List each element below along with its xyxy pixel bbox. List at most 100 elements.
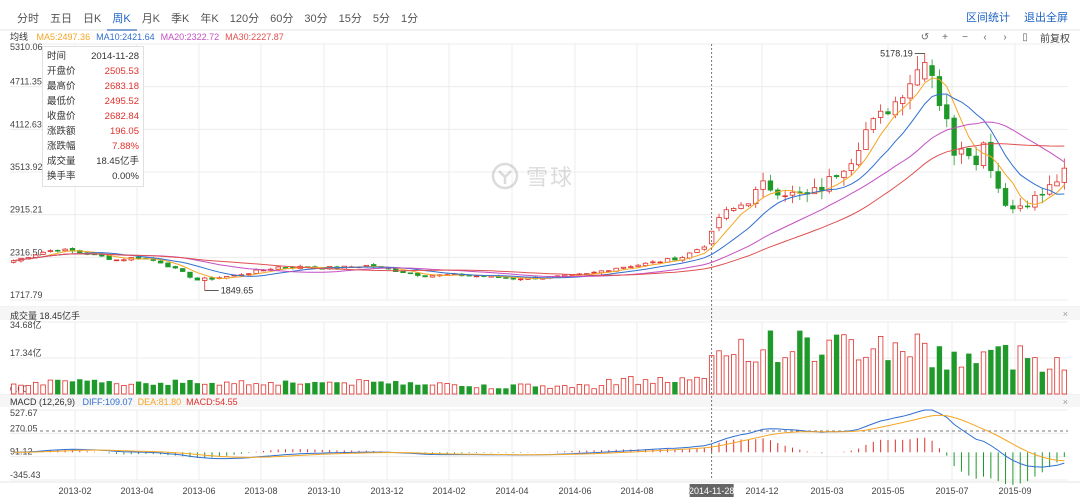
volume-bar [172, 379, 178, 395]
volume-bar [473, 387, 480, 395]
macd-dea-line [13, 414, 1065, 462]
tab-6[interactable]: 年K [200, 13, 219, 25]
macd-close-icon[interactable]: × [1062, 397, 1068, 407]
volume-bar [466, 386, 472, 395]
volume-bar [914, 333, 921, 395]
candle-body [33, 254, 39, 258]
candle-body [944, 104, 950, 120]
volume-bar [407, 382, 414, 395]
candle-body [40, 251, 46, 255]
volume-bar [260, 384, 267, 395]
tab-8[interactable]: 60分 [270, 13, 294, 25]
tab-9[interactable]: 30分 [304, 13, 328, 25]
volume-bar [312, 381, 318, 395]
tab-1[interactable]: 五日 [50, 13, 72, 25]
candle-body [760, 180, 766, 190]
info-key: 涨跌幅 [47, 141, 76, 152]
volume-bar [679, 377, 685, 395]
tab-11[interactable]: 5分 [372, 13, 390, 25]
ma-line [13, 143, 1065, 276]
volume-bar [275, 384, 281, 395]
volume-bar [47, 379, 54, 395]
volume-bar [782, 357, 788, 395]
volume-bar [451, 384, 458, 395]
volume-bar [444, 383, 450, 395]
info-value: 0.00% [112, 171, 139, 182]
volume-bar [194, 383, 201, 395]
tab-2[interactable]: 日K [83, 13, 102, 25]
chevron-right-icon[interactable]: › [1003, 31, 1007, 43]
volume-bar [723, 355, 730, 395]
volume-bar [282, 380, 289, 395]
info-value: 7.88% [112, 141, 139, 152]
tab-5[interactable]: 季K [171, 13, 190, 25]
exit-fullscreen-link[interactable]: 退出全屏 [1024, 12, 1068, 24]
volume-bar [1061, 369, 1068, 395]
candle-body [400, 270, 406, 274]
volume-bar [363, 380, 370, 395]
zoom-in-icon[interactable]: + [942, 31, 948, 43]
tab-12[interactable]: 1分 [400, 13, 419, 25]
volume-bar [584, 384, 590, 395]
candle-body [135, 256, 142, 259]
chevron-left-icon[interactable]: ‹ [983, 31, 987, 43]
tab-0[interactable]: 分时 [17, 13, 39, 25]
info-key: 换手率 [47, 171, 76, 182]
candle-body [900, 97, 906, 104]
volume-bar [459, 386, 465, 395]
candle-body [1061, 167, 1068, 183]
range-stats-link[interactable]: 区间统计 [966, 12, 1010, 24]
info-row: 成交量 18.45亿手 [47, 154, 139, 169]
candle-body [1024, 205, 1031, 208]
volume-bar [635, 383, 641, 395]
volume-bar [503, 388, 509, 395]
volume-bar [18, 384, 24, 395]
candle-body [253, 269, 259, 274]
info-value: 2014-11-28 [91, 51, 139, 62]
info-value: 196.05 [109, 126, 139, 137]
candle-body [731, 208, 737, 211]
volume-bar [179, 382, 186, 395]
volume-bar [606, 378, 612, 395]
volume-bar [297, 383, 303, 395]
y-tick-label: -345.43 [10, 470, 41, 480]
candle-body [892, 101, 899, 116]
info-value: 18.45亿手 [96, 156, 139, 167]
zoom-out-icon[interactable]: − [962, 31, 968, 43]
undo-icon[interactable]: ↺ [920, 31, 930, 43]
fullscreen-icon[interactable]: ▯ [1022, 31, 1028, 43]
candle-body [562, 274, 568, 277]
candle-body [657, 261, 663, 264]
ohlc-info-box: 时间 2014-11-28 开盘价 2505.53 最高价 2683.18 最低价 2495.… [42, 46, 144, 187]
macd-legend-item: DIFF:109.07 [82, 397, 133, 407]
volume-close-icon[interactable]: × [1062, 309, 1068, 319]
candle-body [701, 246, 707, 250]
candle-body [47, 250, 54, 252]
x-tick-label: 2013-06 [182, 486, 215, 496]
volume-bar [1032, 357, 1038, 395]
volume-bar [429, 384, 436, 395]
candle-body [922, 62, 928, 80]
volume-bar [106, 381, 112, 395]
info-value: 2505.53 [104, 66, 139, 77]
tab-7[interactable]: 120分 [229, 13, 260, 25]
y-tick-label: 2915.21 [10, 205, 43, 215]
x-tick-label: 2013-08 [244, 486, 277, 496]
volume-bar [165, 384, 171, 395]
volume-bar [900, 351, 906, 395]
volume-bar [731, 354, 737, 395]
info-key: 时间 [47, 51, 67, 62]
restore-mode-button[interactable]: 前复权 [1040, 34, 1070, 45]
tab-4[interactable]: 月K [141, 13, 161, 25]
tab-10[interactable]: 15分 [338, 13, 362, 25]
info-key: 开盘价 [47, 66, 76, 77]
volume-bar [767, 330, 774, 395]
x-tick-label: 2013-04 [120, 486, 153, 496]
ma-line [13, 77, 1065, 280]
candle-body [995, 171, 1001, 189]
volume-bar [562, 385, 568, 395]
y-tick-label: 4711.35 [10, 77, 42, 87]
volume-bar [238, 380, 245, 395]
volume-bar [326, 381, 333, 395]
volume-bar [1039, 371, 1045, 395]
